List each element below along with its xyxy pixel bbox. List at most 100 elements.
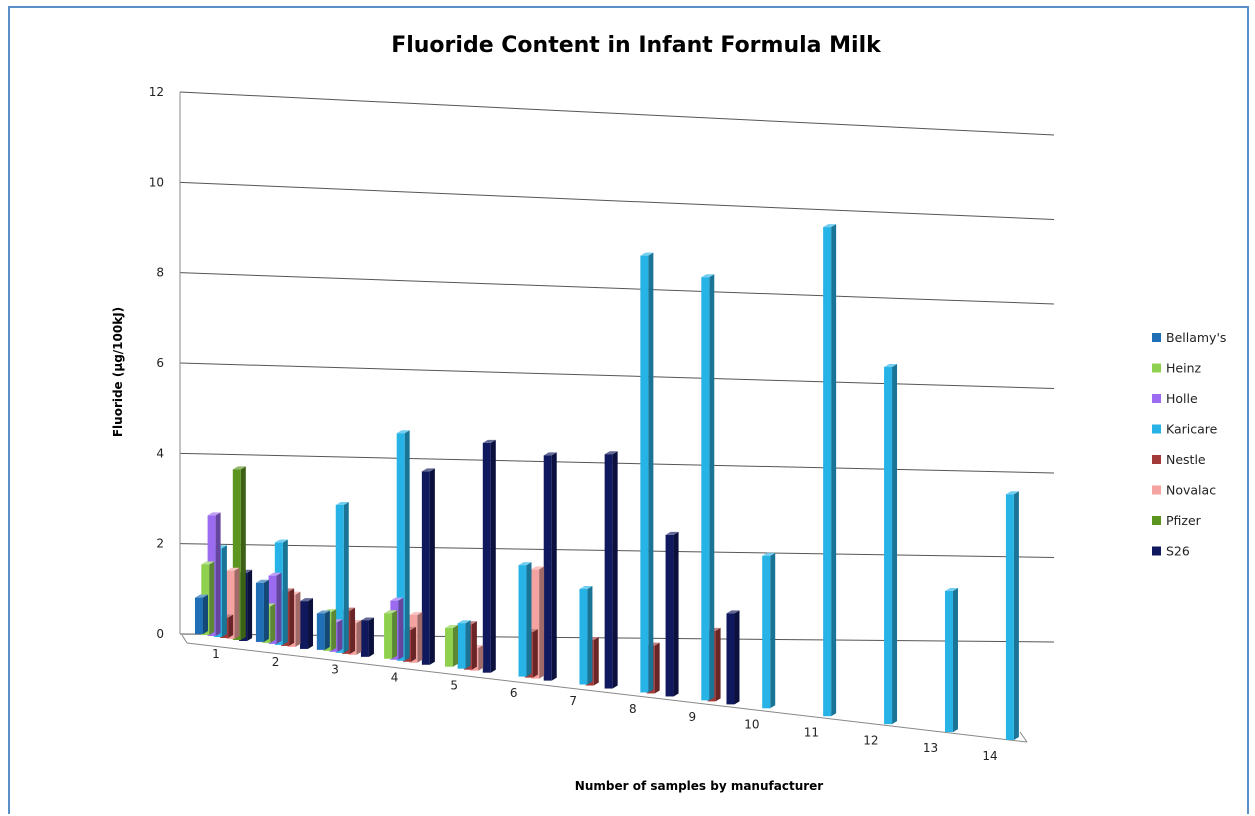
bar-top: [701, 274, 715, 278]
bar-side: [734, 610, 740, 705]
y-axis-title: Fluoride (µg/100kJ): [111, 307, 125, 437]
bar-top: [944, 588, 958, 592]
bar-side: [709, 274, 715, 701]
x-tick-label: 13: [923, 741, 938, 755]
gridline: [179, 91, 1055, 136]
bar-side: [276, 572, 282, 644]
legend-swatch: [1152, 424, 1161, 434]
bar-karicare-13: [944, 588, 958, 733]
bar-side: [203, 594, 208, 634]
bar-s26-5: [482, 439, 496, 673]
x-tick-label: 4: [391, 671, 399, 685]
bar-side: [392, 610, 398, 659]
bar-side: [593, 637, 599, 686]
y-tick-label: 4: [156, 446, 164, 460]
x-tick-label: 11: [804, 725, 819, 739]
bar-side: [892, 363, 898, 725]
bar-top: [226, 567, 240, 571]
y-tick-label: 10: [149, 175, 164, 189]
legend-label: Karicare: [1166, 422, 1218, 437]
floor-edge: [1019, 731, 1028, 743]
bar-front: [579, 588, 588, 685]
bar-side: [1013, 491, 1019, 740]
floor-front-edge: [186, 642, 1028, 743]
bar-top: [360, 617, 374, 621]
y-tick-label: 12: [149, 85, 164, 99]
legend-label: Novalac: [1166, 483, 1216, 498]
bar-side: [350, 607, 356, 654]
x-axis-title: Number of samples by manufacturer: [575, 779, 824, 793]
legend-item: Pfizer: [1152, 513, 1202, 528]
x-tick-label: 14: [982, 749, 997, 763]
legend-swatch: [1152, 546, 1161, 556]
legend-swatch: [1152, 485, 1161, 495]
bar-top: [232, 466, 246, 470]
bar-top: [268, 572, 282, 576]
bar-top: [207, 512, 221, 516]
bar-front: [823, 227, 832, 717]
legend-item: Heinz: [1152, 361, 1201, 376]
bar-top: [396, 430, 410, 434]
bar-front: [762, 555, 771, 709]
bar-top: [884, 363, 898, 367]
bar-side: [654, 642, 660, 694]
legend-label: Holle: [1166, 391, 1198, 406]
bar-side: [368, 617, 374, 657]
bar-front: [604, 454, 613, 689]
bar-top: [274, 539, 288, 543]
bar-side: [532, 629, 538, 678]
y-tick-label: 0: [156, 627, 164, 641]
x-tick-label: 8: [629, 702, 637, 716]
legend-label: Pfizer: [1166, 513, 1202, 528]
bar-novalac-1: [226, 567, 240, 639]
bar-side: [331, 609, 337, 651]
legend-item: S26: [1152, 544, 1190, 559]
bar-karicare-5: [457, 620, 471, 669]
bar-top: [604, 451, 618, 455]
bar-side: [215, 512, 221, 636]
bar-side: [308, 598, 314, 649]
bar-side: [952, 588, 958, 733]
x-tick-label: 9: [688, 710, 696, 724]
gridline: [179, 272, 1055, 305]
bar-top: [255, 579, 269, 583]
bar-side: [228, 614, 234, 638]
bar-side: [465, 620, 471, 669]
bar-top: [579, 585, 593, 589]
bar-top: [457, 620, 471, 624]
bar-side: [234, 567, 240, 639]
legend-swatch: [1152, 516, 1161, 525]
bar-pfizer-1: [232, 466, 246, 640]
bar-side: [337, 619, 343, 652]
bar-front: [316, 613, 325, 650]
bar-karicare-9: [701, 274, 715, 701]
legend-item: Nestle: [1152, 452, 1206, 467]
bar-side: [478, 644, 484, 671]
x-tick-label: 10: [744, 718, 759, 732]
bar-top: [726, 610, 740, 614]
bar-top: [518, 562, 532, 566]
bar-front: [701, 277, 710, 701]
bar-front: [640, 255, 649, 693]
bar-karicare-12: [884, 363, 898, 725]
bar-karicare-11: [823, 224, 837, 717]
y-tick-label: 8: [156, 266, 164, 280]
chart-frame: Fluoride Content in Infant Formula Milk …: [8, 6, 1249, 814]
bar-side: [551, 452, 557, 681]
legend-swatch: [1152, 455, 1161, 464]
legend-item: Karicare: [1152, 422, 1218, 437]
bar-front: [421, 471, 430, 665]
y-tick-label: 2: [156, 537, 164, 551]
bar-karicare-4: [396, 430, 410, 661]
bar-top: [444, 625, 458, 629]
bar-side: [612, 451, 618, 689]
bar-s26-9: [726, 610, 740, 705]
bar-s26-7: [604, 451, 618, 689]
y-tick-label: 6: [156, 356, 164, 370]
legend-label: Nestle: [1166, 452, 1206, 467]
floor-edge: [181, 634, 188, 644]
bar-top: [665, 531, 679, 535]
bar-side: [356, 619, 362, 655]
bar-side: [648, 252, 654, 693]
